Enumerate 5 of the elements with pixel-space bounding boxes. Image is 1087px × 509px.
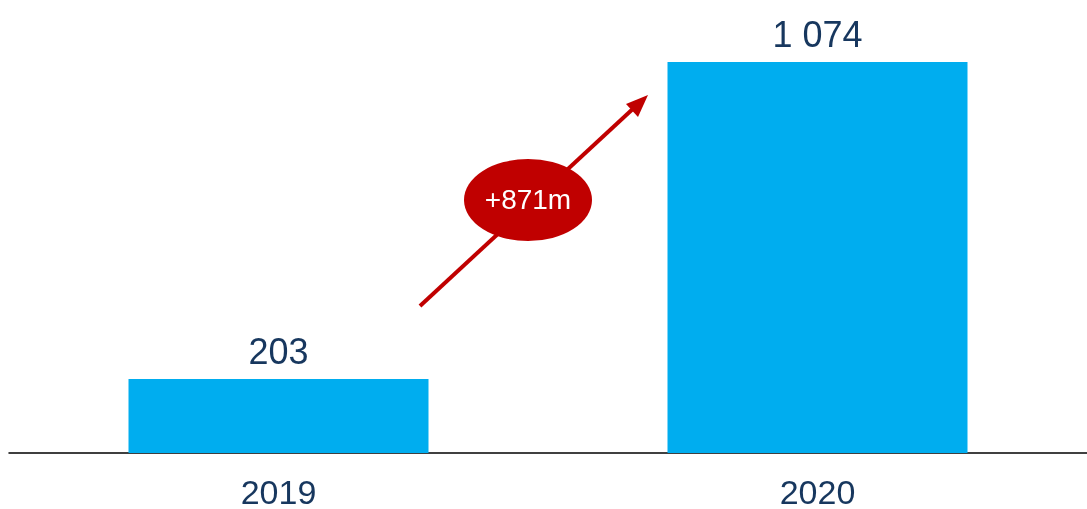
data-label: 203 [248, 330, 309, 372]
annotation: +871m [464, 159, 592, 241]
data-label: 1 074 [772, 13, 863, 55]
x-tick-label: 2019 [240, 473, 317, 509]
x-tick-label: 2020 [779, 473, 856, 509]
